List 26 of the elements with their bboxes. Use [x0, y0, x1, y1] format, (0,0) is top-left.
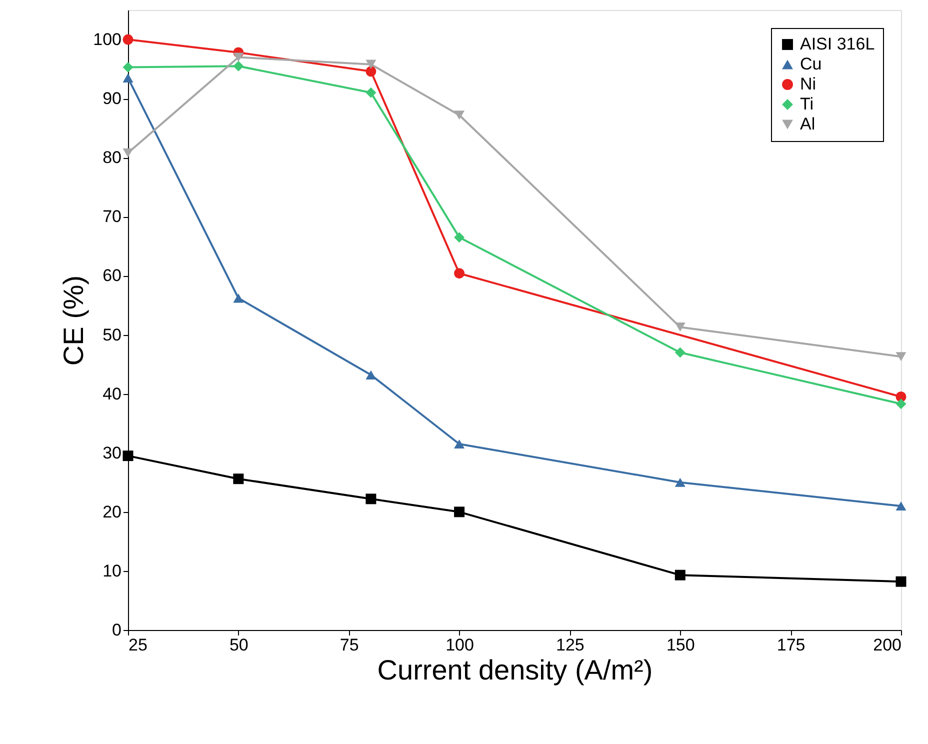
legend-label: Ti	[800, 94, 814, 114]
x-tick-label: 200	[873, 636, 902, 654]
y-tick-label: 30	[102, 443, 122, 462]
y-tick-label: 60	[102, 266, 122, 286]
y-tick-label: 80	[102, 148, 122, 168]
y-tick-label: 40	[102, 384, 122, 404]
legend-label: Ni	[800, 74, 816, 94]
x-tick-label: 175	[776, 636, 806, 654]
y-tick-label: 70	[102, 207, 122, 226]
y-tick-label: 90	[102, 89, 122, 108]
x-tick-label: 50	[229, 636, 248, 654]
legend-label: AISI 316L	[800, 34, 875, 54]
x-tick-label: 25	[128, 636, 148, 654]
legend-label: Cu	[800, 54, 822, 74]
y-tick-label: 100	[93, 30, 122, 50]
legend-label: Al	[800, 114, 816, 134]
y-tick-label: 20	[102, 502, 122, 522]
y-tick-label: 0	[112, 620, 122, 640]
y-tick-label: 50	[102, 325, 122, 344]
x-tick-label: 125	[556, 636, 584, 654]
y-tick-label: 10	[102, 561, 122, 580]
x-tick-label: 150	[666, 636, 695, 654]
x-axis-title: Current density (A/m²)	[377, 654, 653, 686]
y-axis-title: CE (%)	[58, 275, 90, 366]
x-tick-label: 75	[340, 636, 359, 654]
x-tick-label: 100	[446, 636, 474, 654]
